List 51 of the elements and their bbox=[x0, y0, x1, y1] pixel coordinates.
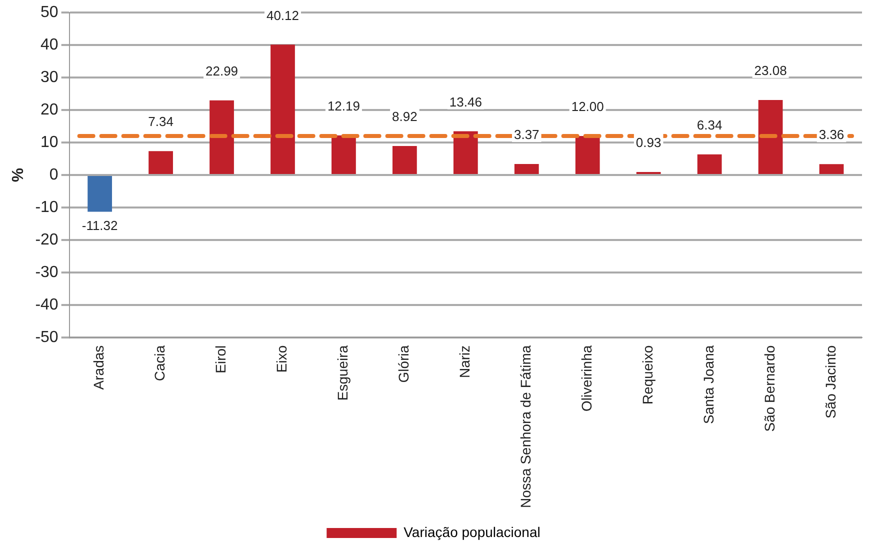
data-label: 12.00 bbox=[571, 99, 604, 114]
bar bbox=[697, 154, 722, 174]
x-tick-label: Cacia bbox=[152, 345, 168, 382]
data-label: 12.19 bbox=[327, 98, 360, 114]
x-tick-label: Eixo bbox=[274, 345, 290, 373]
x-tick-label: Nossa Senhora de Fátima bbox=[517, 345, 534, 508]
legend-label: Variação populacional bbox=[404, 524, 540, 540]
bar bbox=[453, 131, 478, 174]
x-tick-label: Nariz bbox=[456, 345, 473, 378]
y-tick-label: -30 bbox=[35, 264, 58, 281]
data-label: 22.99 bbox=[205, 63, 238, 78]
data-label: 0.93 bbox=[636, 135, 662, 150]
y-tick-label: 30 bbox=[40, 68, 58, 86]
bar bbox=[332, 135, 356, 174]
y-tick-label: -50 bbox=[35, 328, 58, 346]
data-label: 6.34 bbox=[696, 117, 722, 132]
data-label: 8.92 bbox=[392, 109, 418, 124]
data-label: 7.34 bbox=[148, 114, 174, 130]
bar bbox=[270, 44, 295, 174]
data-label: -11.32 bbox=[82, 218, 118, 233]
y-tick-label: 20 bbox=[40, 101, 58, 118]
bar bbox=[148, 151, 173, 174]
data-label: 13.46 bbox=[449, 94, 482, 110]
x-tick-label: Oliveirinha bbox=[578, 345, 594, 412]
bar bbox=[575, 136, 600, 174]
y-axis-title: % bbox=[10, 168, 28, 182]
x-tick-label: Eirol bbox=[212, 345, 229, 374]
bar bbox=[819, 164, 844, 174]
bar bbox=[392, 146, 417, 174]
y-tick-label: -20 bbox=[35, 231, 58, 248]
x-tick-label: Esgueira bbox=[334, 345, 351, 401]
x-tick-label: Santa Joana bbox=[700, 345, 716, 424]
x-tick-label: São Bernardo bbox=[761, 345, 778, 432]
data-label: 40.12 bbox=[266, 8, 300, 23]
bar bbox=[514, 164, 539, 174]
bar bbox=[88, 176, 112, 212]
y-tick-label: 10 bbox=[40, 134, 58, 151]
x-tick-label: São Jacinto bbox=[822, 345, 838, 419]
y-tick-label: -40 bbox=[35, 296, 58, 314]
bar bbox=[758, 100, 783, 174]
y-tick-label: 40 bbox=[40, 36, 58, 54]
data-label: 23.08 bbox=[754, 63, 787, 78]
x-tick-label: Aradas bbox=[90, 345, 107, 390]
data-label: 3.36 bbox=[818, 127, 844, 142]
y-tick-label: -10 bbox=[35, 198, 58, 216]
x-tick-label: Requeixo bbox=[639, 345, 656, 405]
x-tick-label: Glória bbox=[396, 345, 412, 383]
bar bbox=[210, 100, 234, 174]
y-tick-label: 50 bbox=[40, 4, 58, 22]
data-label: 3.37 bbox=[514, 127, 540, 142]
y-tick-label: 0 bbox=[49, 166, 58, 184]
